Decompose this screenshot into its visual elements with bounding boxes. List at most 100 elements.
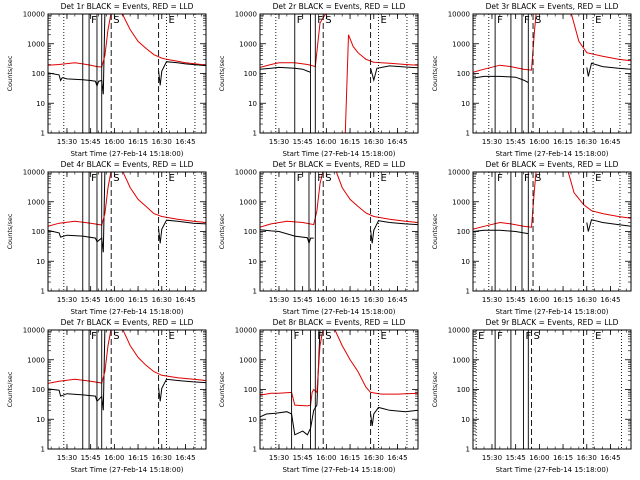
marker-label: E <box>169 331 175 342</box>
series-events <box>260 330 321 436</box>
marker-label: F <box>497 15 503 26</box>
x-tick-label: 15:30 <box>269 138 289 146</box>
y-tick-label: 10 <box>248 100 257 108</box>
y-tick-label: 10 <box>36 258 45 266</box>
x-axis-label: Start Time (27-Feb-14 15:18:00) <box>70 150 183 158</box>
marker-label: F <box>524 173 530 184</box>
x-tick-label: 16:15 <box>553 296 573 304</box>
panel-det-6: Det 6r BLACK = Events, RED = LLD Counts/s… <box>431 160 632 316</box>
panel-det-9: Det 9r BLACK = Events, RED = LLD Counts/s… <box>431 318 632 474</box>
series-lld <box>473 14 631 73</box>
x-tick-label: 16:45 <box>387 296 407 304</box>
y-tick-label: 100 <box>244 70 257 78</box>
y-tick-label: 1000 <box>452 40 470 48</box>
y-tick-label: 1000 <box>27 198 45 206</box>
x-tick-label: 16:30 <box>152 296 172 304</box>
series-events2 <box>586 62 631 77</box>
x-tick-label: 16:15 <box>553 138 573 146</box>
x-tick-label: 15:30 <box>482 138 502 146</box>
x-axis-label: Start Time (27-Feb-14 15:18:00) <box>495 150 608 158</box>
y-tick-label: 10000 <box>23 11 45 19</box>
plot-frame <box>259 171 419 292</box>
y-axis-label: Counts/sec <box>218 371 226 407</box>
plot-frame <box>259 329 419 450</box>
panel-det-4: Det 4r BLACK = Events, RED = LLD Counts/s… <box>6 160 207 316</box>
series-events2 <box>586 219 631 232</box>
marker-label: F <box>294 331 300 342</box>
y-axis-label: Counts/sec <box>431 213 439 249</box>
series-events <box>473 75 529 83</box>
marker-label: S <box>533 331 539 342</box>
series-lld <box>48 172 206 227</box>
x-axis-label: Start Time (27-Feb-14 15:18:00) <box>282 150 395 158</box>
y-axis-label: Counts/sec <box>431 371 439 407</box>
panel-title: Det 3r BLACK = Events, RED = LLD <box>486 2 619 11</box>
x-tick-label: 16:45 <box>387 138 407 146</box>
series-events2 <box>158 219 206 244</box>
panel-title: Det 5r BLACK = Events, RED = LLD <box>273 160 406 169</box>
x-tick-label: 16:30 <box>152 138 172 146</box>
panel-title: Det 8r BLACK = Events, RED = LLD <box>273 318 406 327</box>
series-events <box>473 229 529 235</box>
x-axis-label: Start Time (27-Feb-14 15:18:00) <box>495 466 608 474</box>
x-tick-label: 15:45 <box>293 454 313 462</box>
x-tick-label: 15:45 <box>506 138 526 146</box>
x-tick-label: 16:00 <box>316 454 336 462</box>
panel-det-7: Det 7r BLACK = Events, RED = LLD Counts/s… <box>6 318 207 474</box>
series-lld <box>473 172 631 230</box>
series-events2 <box>158 61 206 86</box>
x-tick-label: 16:15 <box>340 138 360 146</box>
marker-label: E <box>478 331 484 342</box>
y-tick-label: 10000 <box>235 11 257 19</box>
marker-label: E <box>381 331 387 342</box>
y-tick-label: 1 <box>466 288 470 296</box>
y-tick-label: 1 <box>253 446 257 454</box>
x-tick-label: 16:45 <box>175 138 195 146</box>
x-tick-label: 15:45 <box>506 454 526 462</box>
y-tick-label: 1000 <box>27 356 45 364</box>
panel-det-2: Det 2r BLACK = Events, RED = LLD Counts/s… <box>218 2 419 158</box>
y-tick-label: 1 <box>466 130 470 138</box>
x-axis-label: Start Time (27-Feb-14 15:18:00) <box>70 308 183 316</box>
series-events <box>260 229 314 246</box>
series-lld <box>260 14 327 68</box>
x-tick-label: 16:00 <box>529 454 549 462</box>
y-tick-label: 1 <box>41 288 45 296</box>
plot-frame <box>47 329 207 450</box>
marker-label: S <box>535 15 541 26</box>
y-tick-label: 100 <box>32 70 45 78</box>
y-tick-label: 100 <box>244 228 257 236</box>
x-tick-label: 16:00 <box>529 138 549 146</box>
x-tick-label: 15:30 <box>269 454 289 462</box>
marker-label: F <box>497 173 503 184</box>
panel-title: Det 7r BLACK = Events, RED = LLD <box>61 318 194 327</box>
series-lld <box>48 14 206 68</box>
y-tick-label: 10000 <box>23 169 45 177</box>
x-axis-label: Start Time (27-Feb-14 15:18:00) <box>70 466 183 474</box>
y-tick-label: 100 <box>457 386 470 394</box>
x-tick-label: 15:45 <box>81 454 101 462</box>
marker-label: F <box>91 173 97 184</box>
x-tick-label: 15:45 <box>506 296 526 304</box>
x-tick-label: 16:45 <box>600 138 620 146</box>
x-tick-label: 15:30 <box>269 296 289 304</box>
series-lld <box>260 172 418 228</box>
marker-label: F <box>317 331 323 342</box>
y-tick-label: 1 <box>466 446 470 454</box>
marker-label: E <box>169 15 175 26</box>
y-tick-label: 1 <box>253 288 257 296</box>
marker-label: F <box>497 331 503 342</box>
x-tick-label: 16:15 <box>340 296 360 304</box>
panel-det-8: Det 8r BLACK = Events, RED = LLD Counts/s… <box>218 318 419 474</box>
x-tick-label: 16:30 <box>577 296 597 304</box>
x-tick-label: 16:45 <box>387 454 407 462</box>
plot-frame <box>472 171 632 292</box>
marker-label: F <box>317 15 323 26</box>
marker-label: E <box>169 173 175 184</box>
panel-det-3: Det 3r BLACK = Events, RED = LLD Counts/s… <box>431 2 632 158</box>
y-tick-label: 1000 <box>452 356 470 364</box>
marker-label: S <box>535 173 541 184</box>
x-tick-label: 15:45 <box>81 138 101 146</box>
series-events2 <box>370 406 418 426</box>
